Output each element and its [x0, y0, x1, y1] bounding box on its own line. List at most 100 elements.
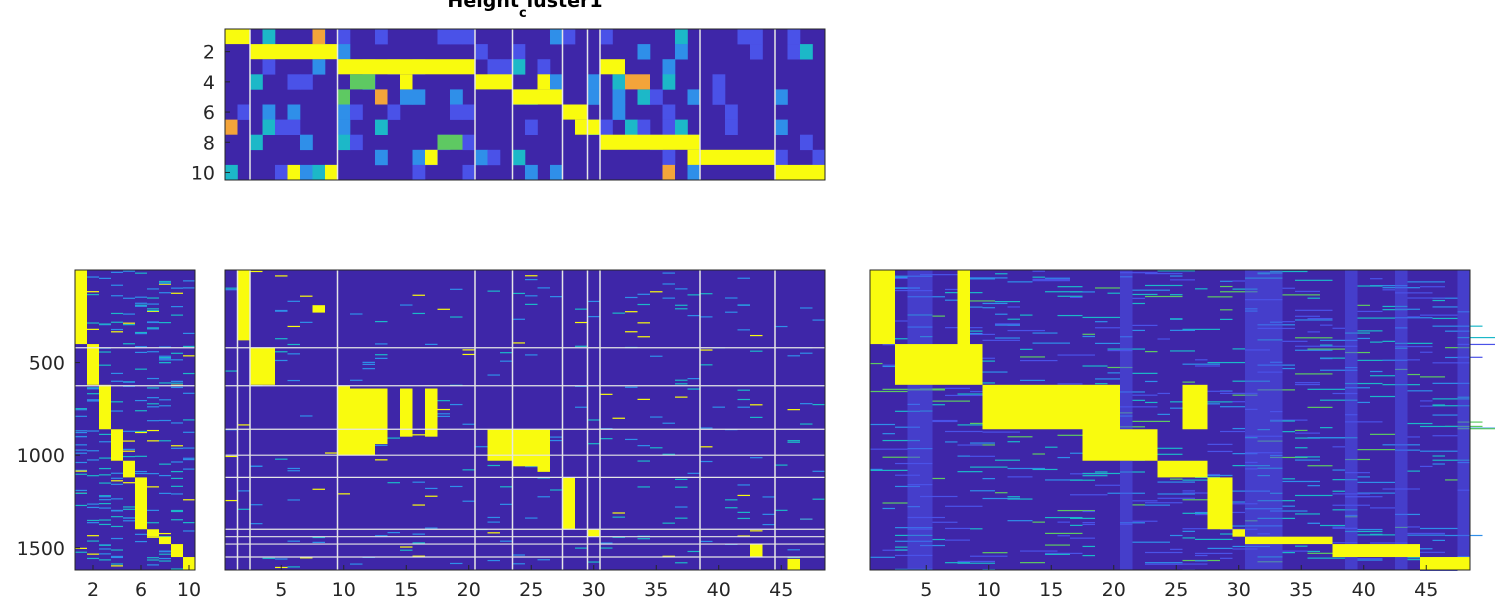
heatmap-stripe — [159, 356, 171, 359]
heatmap-stripe — [1332, 490, 1345, 492]
heatmap-stripe — [1345, 382, 1383, 385]
heatmap-stripe — [587, 443, 600, 445]
heatmap-stripe — [512, 563, 525, 565]
heatmap-block — [312, 305, 325, 313]
heatmap-stripe — [450, 485, 463, 488]
heatmap-stripe — [287, 300, 300, 302]
heatmap-stripe — [123, 508, 135, 510]
heatmap-column — [920, 270, 933, 570]
heatmap-stripe — [1395, 342, 1433, 344]
heatmap-stripe — [525, 275, 538, 277]
heatmap-stripe — [111, 509, 123, 512]
heatmap-cell — [525, 119, 538, 135]
heatmap-cell — [262, 59, 276, 75]
heatmap-stripe — [183, 355, 195, 357]
heatmap-stripe — [111, 312, 123, 315]
heatmap-stripe — [159, 492, 171, 494]
heatmap-stripe — [275, 558, 288, 560]
heatmap-stripe — [687, 472, 700, 474]
heatmap-stripe — [75, 449, 87, 451]
heatmap-stripe — [1220, 280, 1233, 282]
heatmap-stripe — [637, 293, 650, 295]
heatmap-block — [123, 460, 135, 478]
plot-frame — [224, 28, 826, 181]
heatmap-stripe — [637, 303, 650, 306]
heatmap-stripe — [1295, 383, 1320, 386]
heatmap-block — [237, 270, 250, 341]
heatmap-stripe — [1045, 544, 1070, 546]
heatmap-block — [337, 59, 475, 75]
heatmap-stripe — [870, 469, 908, 471]
heatmap-stripe — [500, 352, 513, 354]
heatmap-stripe — [87, 522, 99, 524]
heatmap-stripe — [762, 513, 775, 515]
heatmap-stripe — [111, 563, 123, 565]
heatmap-stripe — [957, 333, 995, 336]
heatmap-bottom-left: 2 6 10 500 1000 1500 — [17, 269, 201, 600]
heatmap-stripe — [425, 343, 438, 345]
heatmap-stripe — [412, 555, 425, 557]
heatmap-column — [907, 270, 920, 570]
heatmap-stripe — [375, 343, 388, 345]
heatmap-stripe — [982, 431, 1020, 433]
heatmap-stripe — [75, 431, 87, 434]
heatmap-cell — [787, 44, 801, 60]
heatmap-block — [475, 74, 513, 90]
heatmap-stripe — [275, 458, 288, 460]
heatmap-stripe — [99, 544, 111, 546]
heatmap-cell — [462, 104, 476, 120]
heatmap-stripe — [1220, 309, 1233, 311]
heatmap-stripe — [87, 430, 99, 432]
heatmap-stripe — [147, 536, 159, 538]
heatmap-stripe — [111, 480, 123, 482]
heatmap-stripe — [1420, 425, 1458, 428]
heatmap-stripe — [1295, 456, 1320, 458]
heatmap-stripe — [87, 535, 99, 537]
heatmap-stripe — [183, 530, 195, 532]
heatmap-stripe — [475, 446, 488, 448]
heatmap-stripe — [123, 297, 135, 299]
heatmap-stripe — [147, 297, 159, 299]
heatmap-block — [562, 104, 588, 120]
heatmap-stripe — [135, 351, 147, 354]
heatmap-stripe — [1182, 381, 1195, 383]
heatmap-stripe — [737, 389, 750, 391]
heatmap-stripe — [425, 487, 438, 490]
heatmap-stripe — [171, 519, 183, 521]
heatmap-stripe — [159, 382, 171, 384]
heatmap-stripe — [159, 557, 171, 560]
heatmap-stripe — [1207, 443, 1233, 445]
heatmap-stripe — [1407, 281, 1445, 283]
heatmap-stripe — [135, 304, 147, 306]
heatmap-stripe — [287, 470, 300, 472]
heatmap-stripe — [1170, 534, 1183, 537]
heatmap-cell — [650, 89, 663, 105]
heatmap-stripe — [159, 283, 171, 285]
heatmap-stripe — [275, 359, 288, 362]
heatmap-stripe — [970, 455, 995, 457]
heatmap-column — [1257, 270, 1270, 570]
heatmap-stripe — [425, 495, 438, 497]
heatmap-stripe — [1182, 530, 1195, 532]
heatmap-stripe — [171, 471, 183, 473]
heatmap-stripe — [1432, 362, 1470, 364]
heatmap-stripe — [147, 397, 159, 399]
heatmap-stripe — [1445, 297, 1458, 299]
heatmap-cell — [475, 149, 488, 166]
heatmap-stripe — [1357, 337, 1370, 340]
heatmap-stripe — [1057, 314, 1083, 317]
x-tick-label: 15 — [394, 579, 418, 600]
heatmap-stripe — [1407, 532, 1445, 535]
heatmap-stripe — [1045, 532, 1083, 535]
heatmap-stripe — [1407, 422, 1433, 425]
heatmap-stripe — [512, 342, 525, 344]
heatmap-stripe — [75, 430, 87, 432]
heatmap-cell — [475, 44, 488, 60]
heatmap-stripe — [637, 398, 650, 400]
heatmap-stripe — [687, 315, 700, 317]
heatmap-stripe — [171, 422, 183, 424]
heatmap-stripe — [1395, 292, 1433, 294]
heatmap-stripe — [870, 362, 883, 365]
heatmap-stripe — [675, 308, 688, 310]
heatmap-cell — [637, 44, 651, 60]
